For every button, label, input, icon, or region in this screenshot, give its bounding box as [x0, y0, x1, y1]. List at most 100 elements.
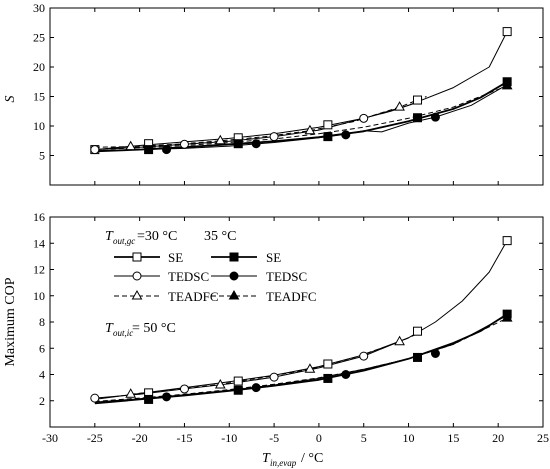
x-axis-title-t: T	[262, 451, 271, 466]
x-tick-label: 15	[447, 431, 459, 445]
legend-header-sub: out,gc	[113, 236, 135, 246]
series-line-teadfc-35	[94, 317, 508, 402]
legend-marker-35	[228, 289, 240, 300]
x-tick-label: 20	[492, 431, 504, 445]
data-point-teadfc-35	[501, 312, 513, 322]
data-point-tedsc-30	[359, 113, 369, 123]
legend-label-30: TEADFC	[168, 289, 219, 304]
data-point-tedsc-30	[90, 145, 100, 155]
data-point-tedsc-35	[341, 370, 351, 379]
y-tick-label: 10	[33, 119, 45, 133]
data-point-se-30	[502, 27, 512, 37]
y-tick-label: 10	[33, 289, 45, 303]
data-point-se-30	[413, 326, 423, 336]
series-line-teadfc-35	[94, 85, 508, 151]
data-point-se-35	[323, 373, 333, 383]
x-tick-label: -15	[176, 431, 192, 445]
data-point-teadfc-30	[214, 134, 226, 145]
data-point-se-35	[144, 145, 154, 155]
data-point-se-35	[413, 113, 423, 123]
data-point-teadfc-30	[125, 140, 137, 151]
legend-label-30: TEDSC	[168, 269, 209, 284]
data-point-se-30	[413, 95, 423, 105]
legend-marker-30	[131, 289, 143, 300]
data-point-se-30	[502, 236, 512, 246]
legend-header-35: 35 °C	[204, 229, 236, 244]
y-tick-label: 5	[39, 149, 45, 163]
data-point-tedsc-30	[179, 384, 189, 394]
legend-label-35: SE	[266, 250, 281, 265]
bottom-x-axis-ticks: -30 -25 -20 -15 -10 -5 0 5 10 15 20 25	[42, 431, 549, 445]
data-point-tedsc-30	[269, 372, 279, 382]
legend-marker-30	[132, 252, 142, 262]
legend-rows: SE SE TEDSC TEDSC TEADFC TEADFC	[114, 250, 317, 304]
data-point-tedsc-35	[430, 112, 440, 122]
legend-marker-35	[229, 252, 239, 262]
bottom-y-axis-title: Maximum COP	[3, 277, 18, 366]
bottom-y-axis-ticks: 2 4 6 8 10 12 14 16	[33, 210, 544, 427]
data-point-se-35	[144, 394, 154, 404]
x-axis-title-unit: / °C	[301, 451, 323, 466]
note-sub: out,ic	[113, 328, 133, 338]
top-y-axis-ticks: 5 10 15 20 25 30	[33, 1, 544, 185]
data-point-teadfc-30	[125, 388, 137, 398]
note-t: T	[105, 321, 114, 336]
legend: T out,gc =30 °C 35 °C SE SE TEDSC TEDSC TEAD…	[105, 229, 317, 338]
x-tick-label: -20	[132, 431, 148, 445]
top-panel-s: 5 10 15 20 25 30 S	[3, 1, 544, 186]
y-tick-label: 20	[33, 60, 45, 74]
data-point-tedsc-35	[251, 139, 261, 149]
data-point-se-35	[413, 352, 423, 362]
data-point-tedsc-30	[359, 351, 369, 361]
data-point-tedsc-35	[430, 349, 440, 358]
x-tick-label: -10	[221, 431, 237, 445]
legend-label-35: TEADFC	[266, 289, 317, 304]
bottom-panel-cop: 2 4 6 8 10 12 14 16 -30 -25 -20 -15 -10 -5 0 5 10 15 20 25…	[3, 210, 549, 445]
y-tick-label: 16	[33, 210, 45, 224]
legend-header-t: T	[105, 229, 114, 244]
x-tick-label: 0	[316, 431, 322, 445]
y-tick-label: 8	[39, 315, 45, 329]
y-tick-label: 14	[33, 236, 45, 250]
data-point-tedsc-30	[179, 139, 189, 149]
legend-marker-35	[229, 271, 239, 281]
x-tick-label: 10	[403, 431, 415, 445]
x-tick-label: -5	[269, 431, 279, 445]
x-tick-label: 5	[361, 431, 367, 445]
legend-label-30: SE	[168, 250, 183, 265]
data-point-tedsc-30	[90, 393, 100, 403]
data-point-se-30	[323, 359, 333, 369]
x-tick-label: -30	[42, 431, 58, 445]
y-tick-label: 30	[33, 1, 45, 15]
y-tick-label: 12	[33, 263, 45, 277]
series-line-se-30	[94, 31, 508, 151]
data-point-teadfc-30	[394, 335, 405, 346]
y-tick-label: 2	[39, 394, 45, 408]
legend-header-30: =30 °C	[137, 229, 177, 244]
data-point-teadfc-35	[501, 79, 513, 90]
data-point-se-35	[323, 132, 333, 142]
x-axis-title: T in,evap / °C	[262, 451, 323, 468]
data-point-tedsc-35	[162, 145, 172, 155]
data-point-tedsc-35	[341, 130, 351, 140]
data-point-teadfc-30	[304, 124, 316, 135]
x-axis-title-sub: in,evap	[270, 458, 297, 468]
y-tick-label: 4	[39, 368, 45, 382]
note-value: = 50 °C	[132, 321, 176, 336]
data-point-tedsc-35	[162, 392, 172, 402]
legend-marker-30	[132, 271, 142, 281]
x-tick-label: 25	[537, 431, 549, 445]
top-y-axis-title: S	[3, 96, 18, 103]
data-point-tedsc-35	[251, 383, 261, 393]
data-point-tedsc-30	[269, 132, 279, 142]
data-point-teadfc-30	[394, 101, 405, 111]
series-line-se-30	[94, 240, 508, 400]
top-series-markers	[90, 27, 513, 155]
bottom-series-markers	[90, 236, 513, 404]
data-point-se-35	[233, 385, 243, 395]
y-tick-label: 6	[39, 341, 45, 355]
y-tick-label: 25	[33, 31, 45, 45]
data-point-teadfc-30	[214, 378, 226, 389]
